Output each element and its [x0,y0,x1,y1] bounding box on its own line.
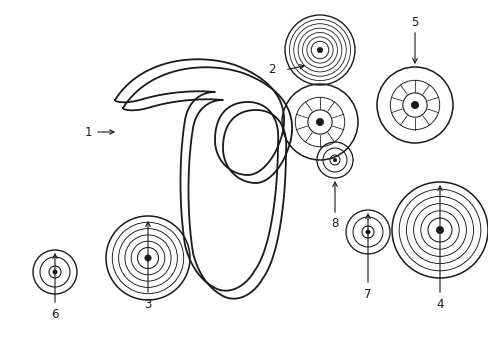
Circle shape [435,226,443,234]
Circle shape [317,48,322,53]
Circle shape [53,270,57,274]
Circle shape [410,102,418,109]
Text: 7: 7 [364,288,371,302]
Text: 2: 2 [268,63,275,76]
Text: 8: 8 [331,216,338,230]
Text: 6: 6 [51,307,59,320]
Text: 1: 1 [84,126,92,139]
Circle shape [365,230,369,234]
Circle shape [316,118,323,126]
Text: 5: 5 [410,15,418,28]
Text: 3: 3 [144,298,151,311]
Circle shape [144,255,151,261]
Text: 4: 4 [435,298,443,311]
Circle shape [332,158,336,162]
